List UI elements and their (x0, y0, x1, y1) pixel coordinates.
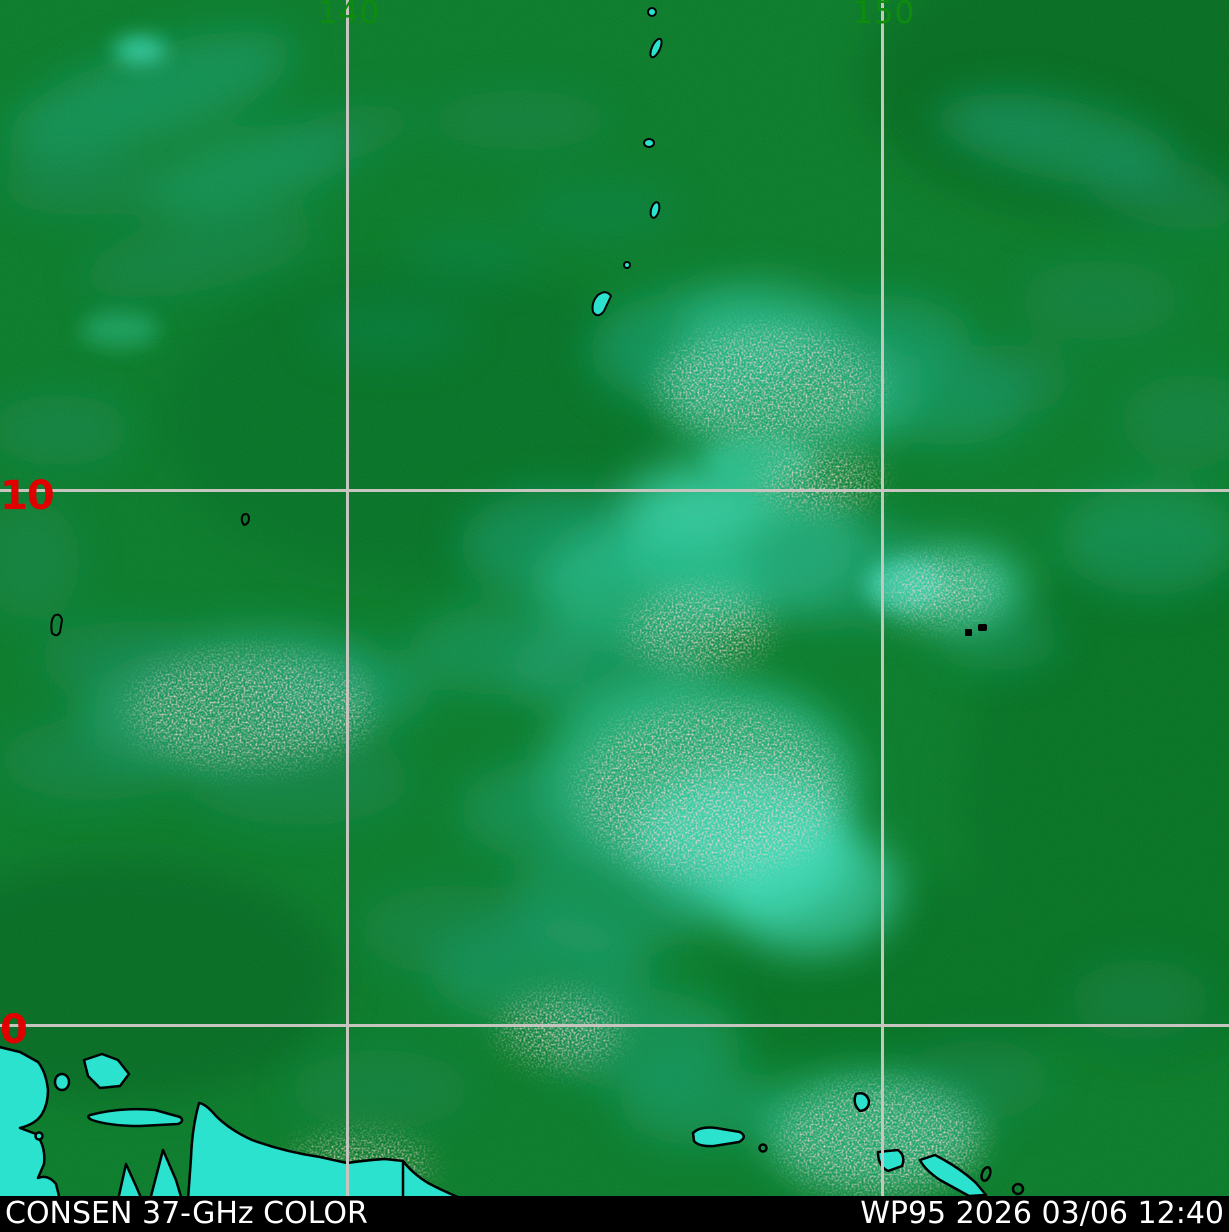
lon-label-150: 150 (853, 0, 916, 31)
microwave-imagery (0, 0, 1229, 1196)
satellite-map: 140 150 10 0 (0, 0, 1229, 1196)
gridline-lat-0 (0, 1024, 1229, 1027)
gridline-lon-150 (881, 0, 884, 1196)
product-title: CONSEN 37-GHz COLOR (5, 1196, 368, 1231)
storm-id-datetime: WP95 2026 03/06 12:40 (860, 1196, 1224, 1231)
gridline-lat-10 (0, 489, 1229, 492)
lat-label-10: 10 (0, 473, 55, 519)
islands-dots-east (965, 624, 987, 636)
islands-bismarck (691, 1092, 1025, 1196)
lon-label-140: 140 (318, 0, 381, 31)
landmass-new-guinea (0, 1045, 459, 1196)
image-grain (0, 0, 1229, 1196)
lat-label-0: 0 (0, 1007, 28, 1053)
islands-marianas (591, 7, 663, 317)
status-bar: CONSEN 37-GHz COLOR WP95 2026 03/06 12:4… (0, 1196, 1229, 1232)
islands-small-west (50, 513, 251, 637)
gridline-lon-140 (346, 0, 349, 1196)
